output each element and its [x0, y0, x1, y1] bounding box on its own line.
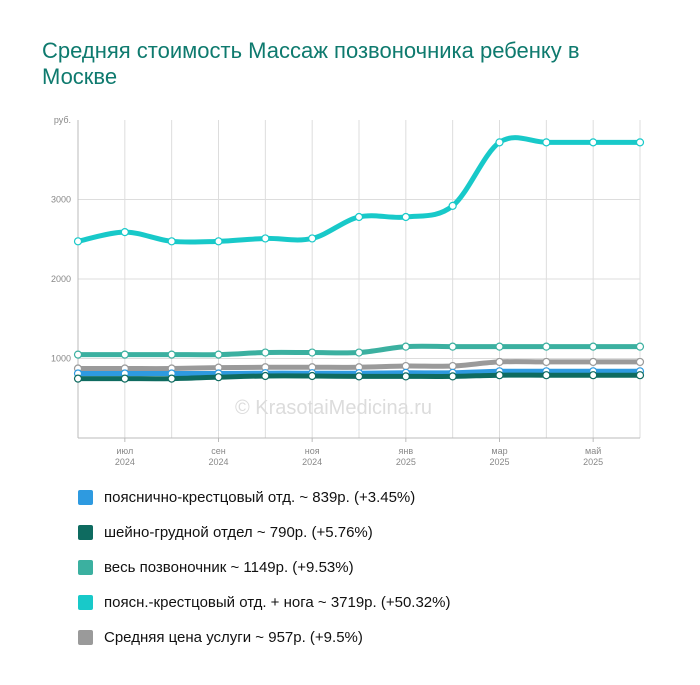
data-point-series-2 [542, 342, 551, 351]
legend-label: весь позвоночник ~ 1149р. (+9.53%) [104, 559, 354, 576]
data-point-series-3 [448, 201, 457, 210]
data-point-series-3 [589, 138, 598, 147]
chart-title: Средняя стоимость Массаж позвоночника ре… [42, 38, 580, 89]
x-tick-label-month: июл [116, 446, 133, 456]
data-point-series-2 [167, 350, 176, 359]
data-point-series-2 [73, 350, 83, 359]
data-point-series-1 [167, 374, 176, 383]
x-tick-label-month: янв [399, 446, 414, 456]
legend-item[interactable]: весь позвоночник ~ 1149р. (+9.53%) [78, 556, 451, 579]
data-point-series-1 [635, 371, 645, 380]
data-point-series-2 [214, 350, 223, 359]
data-point-series-3 [542, 138, 551, 147]
legend-swatch [78, 560, 93, 575]
data-point-series-2 [401, 342, 410, 351]
legend-label: шейно-грудной отдел ~ 790р. (+5.76%) [104, 524, 373, 541]
data-point-series-3 [73, 237, 83, 246]
data-point-series-4 [635, 357, 645, 367]
watermark: © KrasotaiMedicina.ru [235, 397, 433, 419]
x-tick-label-year: 2024 [115, 457, 135, 467]
data-point-series-1 [73, 374, 83, 383]
data-point-series-2 [354, 348, 364, 357]
legend-swatch [78, 595, 93, 610]
data-point-series-1 [589, 371, 598, 380]
legend-label: поясн.-крестцовый отд. + нога ~ 3719р. (… [104, 594, 451, 611]
data-point-series-4 [448, 361, 457, 371]
data-point-series-2 [635, 342, 645, 351]
data-point-series-3 [401, 212, 410, 222]
data-point-series-2 [308, 348, 317, 357]
y-tick-label: 3000 [51, 195, 71, 205]
legend-swatch [78, 630, 93, 645]
data-point-series-3 [120, 227, 129, 237]
legend-item[interactable]: шейно-грудной отдел ~ 790р. (+5.76%) [78, 521, 451, 544]
y-axis-unit: руб. [54, 115, 71, 125]
legend-item[interactable]: пояснично-крестцовый отд. ~ 839р. (+3.45… [78, 486, 451, 509]
data-point-series-2 [495, 342, 504, 351]
x-tick-label-year: 2025 [583, 457, 603, 467]
data-point-series-2 [120, 350, 129, 359]
x-tick-label-year: 2024 [302, 457, 322, 467]
x-tick-label-month: сен [211, 446, 226, 456]
data-point-series-1 [542, 371, 551, 380]
legend-label: пояснично-крестцовый отд. ~ 839р. (+3.45… [104, 489, 416, 506]
data-point-series-1 [120, 374, 129, 383]
data-point-series-1 [214, 373, 223, 382]
data-point-series-3 [308, 234, 317, 243]
data-point-series-1 [448, 372, 457, 381]
legend-swatch [78, 490, 93, 505]
data-point-series-4 [589, 357, 598, 367]
data-point-series-2 [589, 342, 598, 351]
data-point-series-1 [261, 371, 270, 381]
data-point-series-4 [542, 357, 551, 367]
x-tick-label-year: 2025 [396, 457, 416, 467]
y-tick-label: 1000 [51, 354, 71, 364]
data-point-series-2 [261, 348, 270, 357]
legend-swatch [78, 525, 93, 540]
data-point-series-1 [308, 371, 317, 381]
data-point-series-2 [448, 342, 457, 351]
x-tick-label-month: ноя [305, 446, 320, 456]
data-point-series-4 [495, 357, 504, 367]
legend-item[interactable]: Средняя цена услуги ~ 957р. (+9.5%) [78, 626, 451, 649]
legend-label: Средняя цена услуги ~ 957р. (+9.5%) [104, 629, 363, 646]
data-point-series-1 [495, 371, 504, 380]
data-point-series-3 [495, 138, 504, 147]
x-tick-label-year: 2024 [208, 457, 228, 467]
y-tick-label: 2000 [51, 274, 71, 284]
x-tick-label-month: мар [491, 446, 507, 456]
data-point-series-1 [354, 372, 364, 381]
data-point-series-4 [401, 361, 410, 371]
data-point-series-3 [635, 138, 645, 147]
data-point-series-3 [167, 237, 176, 246]
legend: пояснично-крестцовый отд. ~ 839р. (+3.45… [78, 486, 451, 661]
x-tick-label-month: май [585, 446, 601, 456]
legend-item[interactable]: поясн.-крестцовый отд. + нога ~ 3719р. (… [78, 591, 451, 614]
data-point-series-3 [354, 212, 364, 222]
x-tick-label-year: 2025 [489, 457, 509, 467]
data-point-series-3 [261, 234, 270, 243]
data-point-series-1 [401, 372, 410, 381]
data-point-series-3 [214, 237, 223, 246]
